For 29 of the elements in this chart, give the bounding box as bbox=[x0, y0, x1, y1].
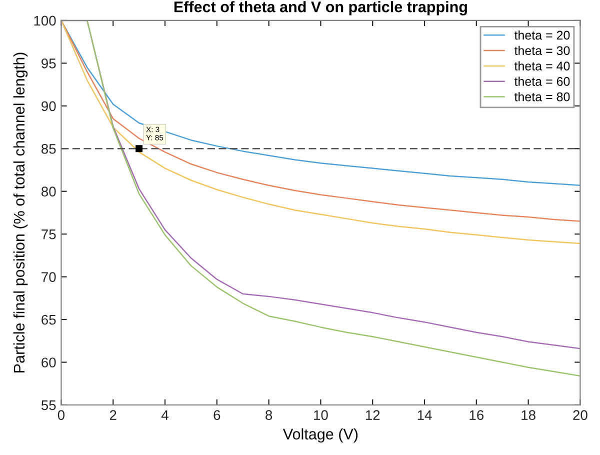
y-tick-label: 75 bbox=[42, 230, 56, 240]
y-tick-label: 100 bbox=[34, 16, 56, 26]
y-tick-label: 80 bbox=[41, 186, 56, 197]
x-tick-label: 18 bbox=[522, 410, 536, 420]
y-tick-label: 65 bbox=[42, 314, 56, 325]
x-tick-label: 2 bbox=[110, 410, 116, 420]
y-tick-label: 55 bbox=[41, 400, 56, 410]
x-tick-label: 20 bbox=[573, 410, 588, 420]
x-tick-label: 8 bbox=[266, 410, 272, 420]
y-axis-title: Particle final position (% of total channel length) bbox=[13, 52, 28, 372]
x-tick-label: 10 bbox=[314, 410, 328, 420]
x-tick-label: 4 bbox=[161, 410, 168, 420]
legend-label: theta = 40 bbox=[514, 61, 570, 70]
legend-label: theta = 20 bbox=[514, 30, 570, 40]
chart-title: Effect of theta and V on particle trapping bbox=[174, 1, 467, 16]
y-tick-label: 90 bbox=[42, 101, 56, 112]
y-tick-label: 60 bbox=[42, 358, 56, 368]
x-axis-title: Voltage (V) bbox=[282, 428, 358, 443]
y-tick-label: 95 bbox=[42, 58, 56, 68]
y-tick-label: 70 bbox=[42, 272, 56, 282]
x-tick-label: 6 bbox=[214, 410, 220, 420]
legend-label: theta = 80 bbox=[514, 92, 570, 102]
x-tick-label: 0 bbox=[58, 410, 65, 420]
x-tick-label: 12 bbox=[366, 410, 380, 420]
y-tick-label: 85 bbox=[41, 144, 56, 154]
x-tick-label: 16 bbox=[470, 410, 484, 420]
x-tick-label: 14 bbox=[418, 410, 432, 420]
legend-label: theta = 30 bbox=[514, 46, 570, 56]
legend-label: theta = 60 bbox=[514, 76, 570, 86]
